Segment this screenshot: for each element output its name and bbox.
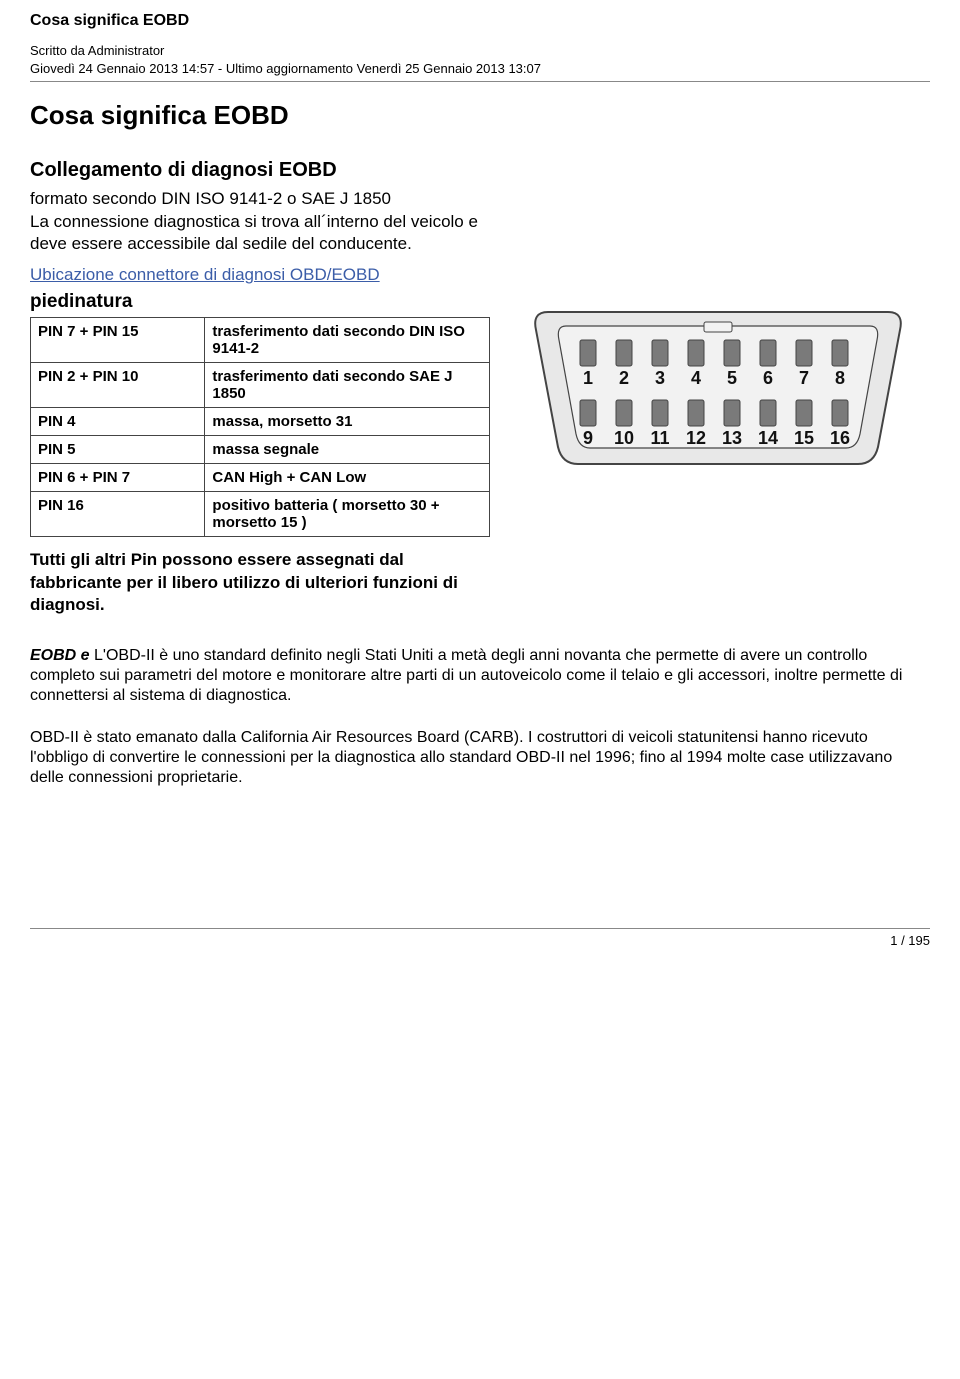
function-cell: trasferimento dati secondo SAE J 1850 <box>205 363 490 408</box>
info-left-column: Collegamento di diagnosi EOBD formato se… <box>30 159 490 616</box>
body-paragraph-2: OBD-II è stato emanato dalla California … <box>30 728 930 788</box>
pin-cell: PIN 4 <box>31 408 205 436</box>
date-line: Giovedì 24 Gennaio 2013 14:57 - Ultimo a… <box>30 60 930 78</box>
svg-text:1: 1 <box>583 368 593 388</box>
pinout-note: Tutti gli altri Pin possono essere asseg… <box>30 549 490 615</box>
svg-text:11: 11 <box>650 428 669 448</box>
svg-text:7: 7 <box>799 368 809 388</box>
function-cell: trasferimento dati secondo DIN ISO 9141-… <box>205 318 490 363</box>
body-paragraph-1: EOBD e L'OBD-II è uno standard definito … <box>30 646 930 706</box>
body-p1-lead: EOBD e <box>30 647 94 664</box>
page-number: 1 / 195 <box>30 933 930 948</box>
function-cell: massa segnale <box>205 436 490 464</box>
article-title: Cosa significa EOBD <box>30 100 930 131</box>
table-row: PIN 5massa segnale <box>31 436 490 464</box>
svg-text:15: 15 <box>794 428 814 448</box>
info-row: Collegamento di diagnosi EOBD formato se… <box>30 159 930 616</box>
obd-connector-diagram: 12345678910111213141516 <box>518 292 918 482</box>
pin-cell: PIN 5 <box>31 436 205 464</box>
svg-text:10: 10 <box>614 428 634 448</box>
function-cell: positivo batteria ( morsetto 30 + morset… <box>205 492 490 537</box>
svg-text:13: 13 <box>722 428 742 448</box>
pin-cell: PIN 2 + PIN 10 <box>31 363 205 408</box>
diag-connection-desc: formato secondo DIN ISO 9141-2 o SAE J 1… <box>30 188 490 255</box>
svg-text:4: 4 <box>691 368 701 388</box>
pinout-table: PIN 7 + PIN 15trasferimento dati secondo… <box>30 317 490 537</box>
pin-cell: PIN 16 <box>31 492 205 537</box>
table-row: PIN 7 + PIN 15trasferimento dati secondo… <box>31 318 490 363</box>
svg-text:16: 16 <box>830 428 850 448</box>
svg-text:3: 3 <box>655 368 665 388</box>
pinout-heading: piedinatura <box>30 291 490 313</box>
table-row: PIN 4massa, morsetto 31 <box>31 408 490 436</box>
diag-connection-heading: Collegamento di diagnosi EOBD <box>30 159 490 182</box>
pin-cell: PIN 7 + PIN 15 <box>31 318 205 363</box>
svg-text:5: 5 <box>727 368 737 388</box>
header-title: Cosa significa EOBD <box>30 12 930 30</box>
table-row: PIN 16positivo batteria ( morsetto 30 + … <box>31 492 490 537</box>
svg-text:12: 12 <box>686 428 706 448</box>
author-line: Scritto da Administrator <box>30 42 930 60</box>
pin-cell: PIN 6 + PIN 7 <box>31 464 205 492</box>
svg-text:14: 14 <box>758 428 778 448</box>
table-row: PIN 2 + PIN 10trasferimento dati secondo… <box>31 363 490 408</box>
connector-location-link[interactable]: Ubicazione connettore di diagnosi OBD/EO… <box>30 265 490 285</box>
header-divider <box>30 81 930 82</box>
body-p1-text: L'OBD-II è uno standard definito negli S… <box>30 647 902 704</box>
function-cell: CAN High + CAN Low <box>205 464 490 492</box>
svg-text:9: 9 <box>583 428 593 448</box>
svg-text:6: 6 <box>763 368 773 388</box>
table-row: PIN 6 + PIN 7CAN High + CAN Low <box>31 464 490 492</box>
svg-text:2: 2 <box>619 368 629 388</box>
page-header: Cosa significa EOBD Scritto da Administr… <box>30 12 930 77</box>
footer-divider <box>30 928 930 929</box>
info-right-column: 12345678910111213141516 <box>518 159 930 616</box>
svg-text:8: 8 <box>835 368 845 388</box>
function-cell: massa, morsetto 31 <box>205 408 490 436</box>
